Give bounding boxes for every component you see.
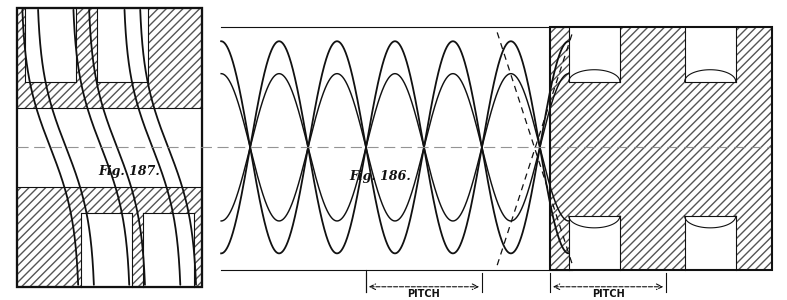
Bar	[142, 213, 194, 287]
Polygon shape	[550, 28, 772, 270]
Text: Fig. 186.: Fig. 186.	[349, 170, 411, 183]
Bar	[569, 216, 620, 270]
Bar	[17, 108, 201, 187]
Text: Fig. 187.: Fig. 187.	[98, 165, 160, 178]
Text: PITCH: PITCH	[592, 289, 624, 299]
Bar	[98, 8, 149, 82]
Bar	[569, 28, 620, 82]
Text: PITCH: PITCH	[408, 289, 440, 299]
Bar	[81, 213, 131, 287]
Polygon shape	[17, 8, 201, 287]
Bar	[24, 8, 76, 82]
Bar	[685, 28, 736, 82]
Bar	[685, 216, 736, 270]
